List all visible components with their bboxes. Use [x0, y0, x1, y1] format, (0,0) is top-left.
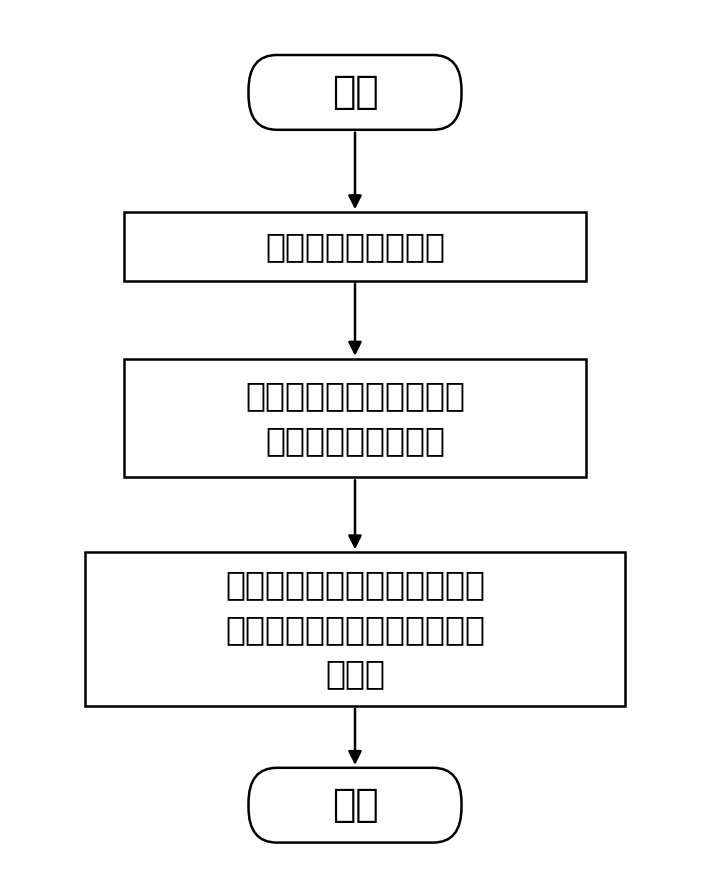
Text: 开始: 开始: [332, 73, 378, 112]
Text: 求解模型，得到满足新能源消
纳要求的储能电站的选址及定
容结果: 求解模型，得到满足新能源消 纳要求的储能电站的选址及定 容结果: [225, 568, 485, 691]
Bar: [124, 359, 586, 477]
FancyBboxPatch shape: [248, 55, 462, 129]
Text: 从规划部门获得数据: 从规划部门获得数据: [265, 230, 445, 263]
Bar: [124, 212, 586, 281]
Text: 构建确定多类型储能选址
定容的联合规划模型: 构建确定多类型储能选址 定容的联合规划模型: [245, 379, 465, 457]
FancyBboxPatch shape: [248, 767, 462, 843]
Bar: [85, 553, 625, 706]
Text: 结束: 结束: [332, 786, 378, 825]
